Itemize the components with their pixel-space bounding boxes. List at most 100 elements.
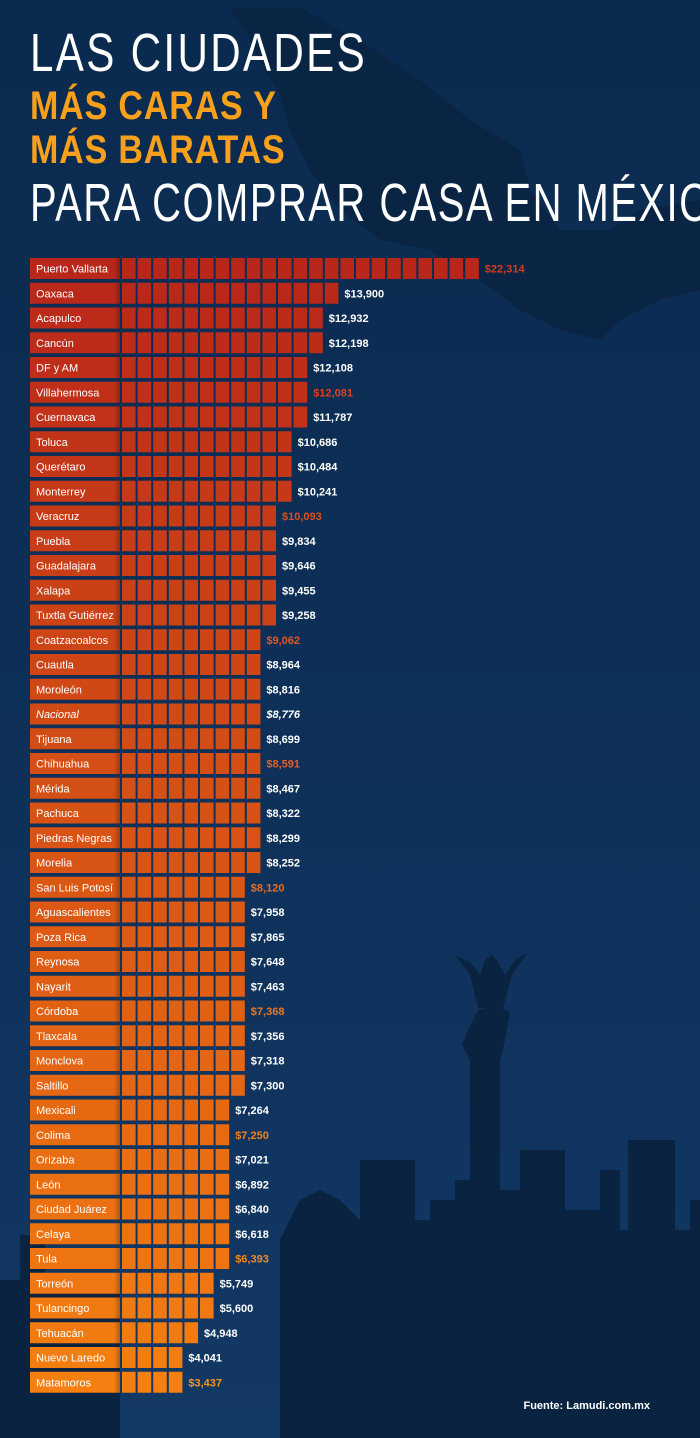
value-block <box>231 951 245 972</box>
value-label: $8,252 <box>266 858 300 870</box>
bar-row: Acapulco $12,932 <box>30 307 369 329</box>
value-block <box>231 505 245 527</box>
value-block <box>184 604 198 626</box>
value-block <box>231 456 245 477</box>
value-block <box>122 406 136 428</box>
value-block <box>168 258 183 279</box>
value-block <box>168 1223 183 1245</box>
value-block <box>215 1149 230 1170</box>
value-block <box>122 381 136 403</box>
value-block <box>137 1025 152 1047</box>
value-label: $10,241 <box>298 486 338 498</box>
value-block <box>231 555 245 576</box>
city-label-shadow <box>114 1198 120 1220</box>
value-block <box>293 258 308 279</box>
city-label-tab <box>30 604 120 626</box>
city-label: Poza Rica <box>36 932 87 944</box>
bar-row: Tula $6,393 <box>30 1248 269 1269</box>
value-block <box>215 1025 230 1047</box>
value-label: $8,322 <box>266 808 300 820</box>
city-label-tab <box>30 530 120 552</box>
city-label: Guadalajara <box>36 561 97 573</box>
city-label: Toluca <box>36 437 69 449</box>
value-block <box>153 629 167 651</box>
value-block <box>168 654 183 675</box>
value-label: $9,646 <box>282 561 316 573</box>
value-block <box>246 456 261 477</box>
city-skyline-silhouette <box>0 1005 700 1438</box>
value-block <box>200 629 214 651</box>
value-block <box>137 1248 152 1269</box>
value-block <box>215 332 230 354</box>
value-block <box>122 654 136 675</box>
value-block <box>168 381 183 403</box>
bar-row: Mexicali $7,264 <box>30 1099 270 1121</box>
value-block <box>309 307 323 329</box>
city-label: Mexicali <box>36 1105 76 1117</box>
value-block <box>324 258 339 279</box>
value-label: $10,093 <box>282 511 322 523</box>
value-block <box>231 1000 245 1022</box>
value-block <box>153 332 167 354</box>
value-block <box>137 1074 152 1096</box>
bar-row: Puerto Vallarta $22,314 <box>30 258 525 279</box>
value-block <box>137 1124 152 1146</box>
value-block <box>184 579 198 601</box>
bar-row: Poza Rica $7,865 <box>30 926 284 948</box>
city-label-shadow <box>114 777 120 799</box>
city-label: Tehuacán <box>36 1328 84 1340</box>
value-block <box>215 1074 230 1096</box>
value-block <box>153 753 167 774</box>
value-block <box>184 357 198 378</box>
city-label-shadow <box>114 1272 120 1294</box>
value-block <box>449 258 464 279</box>
value-block <box>137 1272 152 1294</box>
value-block <box>215 629 230 651</box>
value-block <box>215 703 230 725</box>
city-label-shadow <box>114 926 120 948</box>
value-block <box>200 1173 214 1195</box>
value-block <box>200 926 214 948</box>
city-label-shadow <box>114 480 120 502</box>
value-block <box>215 357 230 378</box>
value-block <box>246 530 261 552</box>
value-block <box>168 753 183 774</box>
value-block <box>137 975 152 997</box>
city-label-shadow <box>114 282 120 304</box>
value-block <box>122 480 136 502</box>
value-block <box>122 1223 136 1245</box>
bar-row: Morelia $8,252 <box>30 852 300 873</box>
value-block <box>122 258 136 279</box>
value-block <box>168 1074 183 1096</box>
bar-row: Pachuca $8,322 <box>30 802 300 824</box>
value-block <box>184 654 198 675</box>
city-label-shadow <box>114 1124 120 1146</box>
city-label: Mérida <box>36 783 71 795</box>
city-label: Tula <box>36 1254 58 1266</box>
city-label: Chihuahua <box>36 759 90 771</box>
value-block <box>137 1297 152 1319</box>
value-block <box>215 579 230 601</box>
value-block <box>246 406 261 428</box>
value-block <box>168 876 183 898</box>
value-block <box>168 1124 183 1146</box>
value-block <box>153 777 167 799</box>
city-label-tab <box>30 357 120 378</box>
value-block <box>168 480 183 502</box>
value-block <box>153 901 167 923</box>
value-block <box>184 951 198 972</box>
value-block <box>168 802 183 824</box>
value-block <box>153 926 167 948</box>
value-block <box>262 307 276 329</box>
value-block <box>153 406 167 428</box>
value-block <box>200 1248 214 1269</box>
value-block <box>168 406 183 428</box>
value-block <box>184 703 198 725</box>
city-label-shadow <box>114 654 120 675</box>
value-block <box>215 975 230 997</box>
value-block <box>293 307 308 329</box>
value-block <box>231 827 245 849</box>
value-block <box>184 901 198 923</box>
city-label-shadow <box>114 1000 120 1022</box>
value-block <box>293 332 308 354</box>
